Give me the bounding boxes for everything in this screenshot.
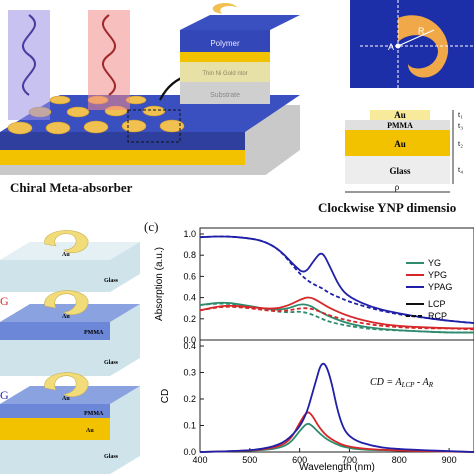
lcp-beam	[8, 10, 50, 120]
cs-glass	[345, 156, 450, 184]
crescent-2-icon	[44, 290, 89, 315]
y-tick-label: 0.4	[183, 341, 196, 351]
marker-ypg: G	[0, 294, 9, 308]
ynp-shape-icon	[398, 15, 449, 78]
curve-abs-ypag-rcp	[199, 235, 474, 324]
nanoparticle-array	[7, 95, 185, 135]
rcp-helix-icon	[101, 14, 117, 96]
y-tick-label: 0.0	[183, 447, 196, 457]
unit-cell-box	[127, 109, 181, 143]
marker-ypag: G	[0, 388, 9, 402]
inset-label-spacer: Thin Ni Gold ntor	[202, 71, 247, 77]
y-tick-label: 0.3	[183, 368, 196, 378]
cd-plot-frame	[199, 339, 474, 453]
rcp-beam	[88, 10, 130, 110]
ynp-top-view: A R	[350, 0, 474, 88]
x-tick-label: 400	[192, 455, 207, 465]
x-tick-label: 900	[442, 455, 457, 465]
cs-label-pmma: PMMA	[387, 121, 413, 130]
cd-equation: CD = ALCP - AR	[370, 377, 434, 389]
sample-illustrations: Au Glass Au PMMA Glass Au PMMA Au Glass	[0, 230, 140, 474]
sample-yg: Au Glass	[0, 230, 140, 292]
curve-cd-ypg	[199, 411, 474, 453]
s3-pmma: PMMA	[84, 411, 104, 417]
y-tick-label: 0.0	[183, 335, 196, 345]
cs-rho: ρ	[395, 182, 400, 192]
inset-crescent-icon	[212, 3, 238, 14]
x-tick-label: 800	[392, 455, 407, 465]
legend-label-rcp: RCP	[428, 311, 447, 321]
inset-substrate	[180, 82, 270, 104]
label-A: A	[388, 42, 394, 52]
cs-au-mid	[345, 130, 450, 156]
legend-label-lcp: LCP	[428, 299, 446, 309]
s3-glass: Glass	[104, 454, 119, 460]
inset-label-substrate: Substrate	[210, 92, 240, 99]
absorption-axis-label: Absorption (a.u.)	[154, 247, 165, 321]
y-tick-label: 0.1	[183, 421, 196, 431]
curve-cd-ypag	[199, 362, 474, 453]
inset-polymer	[180, 30, 270, 52]
x-tick-label: 600	[292, 455, 307, 465]
legend: YG YPG YPAG LCP RCP	[406, 258, 452, 321]
lcp-helix-icon	[21, 14, 37, 96]
curve-abs-yg-rcp	[199, 302, 474, 334]
label-R: R	[418, 26, 425, 36]
legend-label-yg: YG	[428, 258, 441, 268]
caption-meta-absorber: Chiral Meta-absorber	[10, 180, 133, 195]
wavelength-axis-label: Wavelength (nm)	[299, 462, 375, 473]
center-point	[395, 43, 401, 49]
s2-glass: Glass	[104, 360, 119, 366]
crescent-3-icon	[44, 372, 89, 397]
cross-section-diagram: Au PMMA Au Glass t₁ t₃ t₂ t₄ ρ	[345, 110, 463, 193]
panel-c-label: (c)	[144, 219, 159, 234]
cs-label-au-mid: Au	[394, 139, 406, 149]
radius-line	[397, 29, 435, 47]
gold-layer	[0, 150, 245, 165]
x-tick-label: 500	[242, 455, 257, 465]
crescent-1-icon	[44, 230, 89, 253]
s3-au2: Au	[86, 428, 94, 434]
cs-t1: t₁	[458, 110, 463, 119]
inset-spacer	[180, 62, 270, 82]
curve-cd-yg	[199, 422, 474, 453]
cs-t4: t₄	[458, 165, 463, 174]
curve-abs-ypg-rcp	[199, 305, 474, 331]
cs-label-au-top: Au	[394, 110, 406, 120]
top-view-background	[350, 0, 474, 88]
cs-t3: t₃	[458, 121, 463, 130]
y-tick-label: 0.6	[183, 271, 196, 281]
sample-ypg: Au PMMA Glass	[0, 290, 140, 376]
caption-dimensions: Clockwise YNP dimensio	[318, 200, 457, 215]
meta-absorber-illustration: Polymer Thin Ni Gold ntor Substrate	[0, 3, 300, 175]
y-tick-label: 0.2	[183, 394, 196, 404]
sample-ypag: Au PMMA Au Glass	[0, 372, 140, 474]
y-tick-label: 0.2	[183, 314, 196, 324]
cs-pmma	[345, 120, 450, 130]
cs-au-top	[370, 110, 430, 120]
legend-label-ypg: YPG	[428, 270, 447, 280]
s2-au: Au	[62, 314, 70, 320]
curve-abs-ypg-lcp	[199, 296, 474, 330]
s3-au: Au	[62, 396, 70, 402]
spectra-chart: 0.0 0.2 0.4 0.6 0.8 1.0 0.0 0.1 0.2 0.3 0.4 400 50…	[154, 227, 474, 473]
cd-axis-label: CD	[160, 389, 171, 403]
y-tick-label: 0.4	[183, 293, 196, 303]
y-tick-label: 0.8	[183, 250, 196, 260]
y-tick-label: 1.0	[183, 229, 196, 239]
s1-glass: Glass	[104, 278, 119, 284]
s2-pmma: PMMA	[84, 330, 104, 336]
inset-gold	[180, 52, 270, 62]
inset-top	[180, 15, 300, 30]
polymer-side	[0, 132, 245, 150]
cs-t2: t₂	[458, 139, 463, 148]
inset-label-polymer: Polymer	[210, 39, 240, 48]
cs-label-glass: Glass	[389, 166, 411, 176]
s1-au: Au	[62, 252, 70, 258]
x-tick-label: 700	[342, 455, 357, 465]
legend-label-ypag: YPAG	[428, 282, 452, 292]
